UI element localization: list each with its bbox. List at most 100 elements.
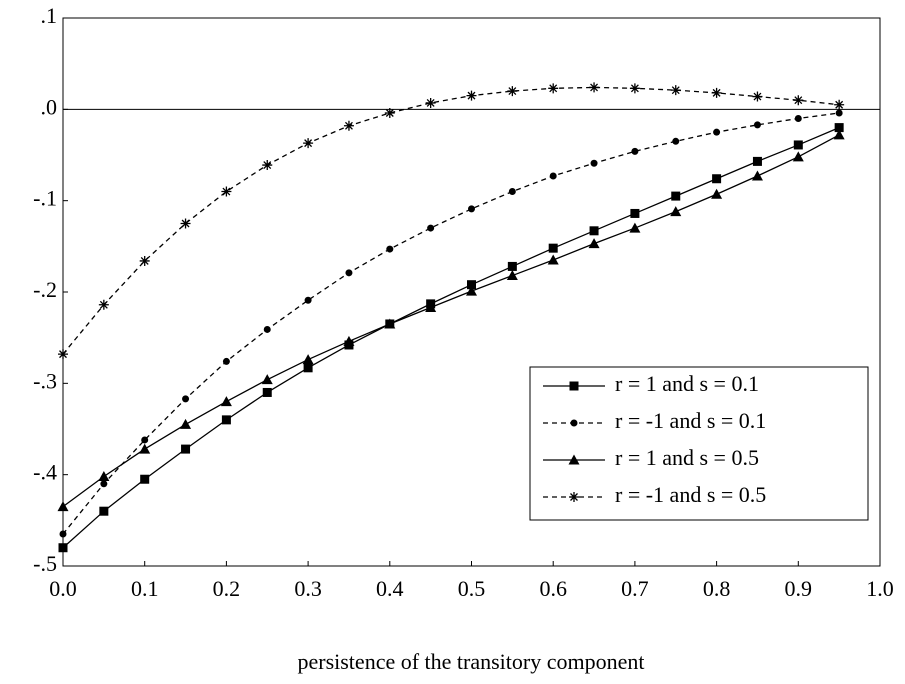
point-marker — [547, 254, 559, 265]
x-tick-label: 0.5 — [458, 576, 486, 601]
point-marker — [345, 269, 353, 277]
point-marker — [58, 543, 68, 553]
legend-label: r = 1 and s = 0.5 — [615, 445, 759, 470]
y-tick-label: .0 — [41, 94, 58, 119]
point-marker — [793, 95, 804, 106]
legend-marker — [569, 381, 579, 391]
point-marker — [425, 97, 436, 108]
series-line — [62, 112, 840, 535]
legend-marker — [569, 492, 579, 502]
point-marker — [549, 172, 557, 180]
point-marker — [834, 99, 845, 110]
series-line — [62, 134, 840, 508]
point-marker — [180, 418, 192, 429]
point-marker — [384, 318, 396, 329]
point-marker — [304, 296, 312, 304]
x-tick-label: 0.3 — [294, 576, 322, 601]
point-marker — [589, 82, 600, 93]
y-tick-label: .1 — [41, 3, 58, 28]
point-marker — [58, 349, 68, 360]
x-tick-label: 0.6 — [539, 576, 567, 601]
y-tick-label: -.4 — [33, 460, 57, 485]
point-marker — [182, 395, 190, 403]
point-marker — [343, 335, 355, 346]
point-marker — [548, 243, 558, 253]
point-marker — [671, 191, 681, 201]
point-marker — [427, 224, 435, 232]
point-marker — [57, 501, 69, 512]
point-marker — [752, 91, 763, 102]
point-marker — [751, 170, 763, 181]
point-marker — [466, 285, 477, 296]
point-marker — [468, 205, 475, 213]
point-marker — [834, 123, 844, 133]
x-tick-label: 0.9 — [785, 576, 813, 601]
point-marker — [221, 186, 232, 197]
point-marker — [141, 436, 149, 444]
series-line — [62, 127, 840, 549]
point-marker — [672, 137, 680, 145]
point-marker — [140, 474, 150, 484]
point-marker — [220, 396, 232, 407]
point-marker — [98, 299, 109, 310]
point-marker — [629, 83, 640, 94]
x-tick-label: 0.7 — [621, 576, 649, 601]
legend-label: r = -1 and s = 0.1 — [615, 408, 766, 433]
point-marker — [833, 129, 845, 140]
point-marker — [753, 121, 761, 129]
y-tick-label: -.1 — [33, 186, 57, 211]
y-tick-label: -.3 — [33, 368, 57, 393]
legend-label: r = 1 and s = 0.1 — [615, 371, 759, 396]
point-marker — [670, 206, 682, 217]
point-marker — [222, 357, 230, 365]
point-marker — [629, 222, 641, 233]
point-marker — [507, 261, 517, 271]
x-tick-label: 0.2 — [213, 576, 241, 601]
point-marker — [835, 109, 843, 117]
point-marker — [303, 363, 313, 373]
point-marker — [588, 238, 600, 249]
point-marker — [180, 218, 191, 229]
point-marker — [712, 174, 722, 184]
point-marker — [100, 480, 108, 488]
point-marker — [262, 160, 273, 171]
point-marker — [793, 140, 803, 150]
legend-marker — [570, 419, 578, 427]
point-marker — [711, 87, 722, 98]
point-marker — [139, 255, 150, 266]
legend-box — [529, 366, 869, 521]
y-tick-label: -.5 — [33, 551, 57, 576]
x-axis-title: persistence of the transitory component — [297, 649, 644, 674]
point-marker — [713, 128, 721, 136]
point-marker — [261, 374, 273, 385]
legend-label: r = -1 and s = 0.5 — [615, 482, 766, 507]
x-tick-label: 0.1 — [131, 576, 159, 601]
point-marker — [302, 354, 314, 365]
point-marker — [386, 245, 394, 253]
point-marker — [507, 86, 518, 97]
point-marker — [467, 280, 476, 290]
point-marker — [466, 90, 477, 101]
point-marker — [59, 530, 67, 538]
point-marker — [506, 270, 518, 281]
x-tick-label: 0.0 — [49, 576, 77, 601]
point-marker — [590, 159, 598, 167]
point-marker — [139, 443, 151, 454]
point-marker — [792, 151, 804, 162]
point-marker — [98, 470, 110, 481]
point-marker — [181, 444, 191, 454]
point-marker — [508, 188, 516, 196]
point-marker — [99, 506, 109, 516]
point-marker — [221, 415, 231, 425]
point-marker — [262, 387, 272, 397]
x-tick-label: 0.8 — [703, 576, 731, 601]
point-marker — [752, 156, 762, 166]
y-tick-label: -.2 — [33, 277, 57, 302]
legend-marker — [568, 454, 580, 465]
series-line — [62, 86, 840, 355]
point-marker — [303, 138, 314, 149]
point-marker — [263, 325, 271, 333]
point-marker — [670, 85, 681, 96]
x-tick-label: 0.4 — [376, 576, 404, 601]
